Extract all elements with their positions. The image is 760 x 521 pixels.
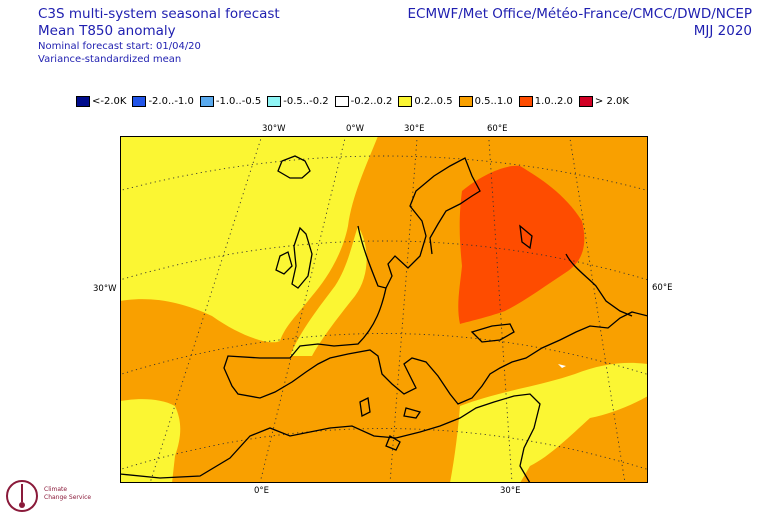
legend-swatch bbox=[578, 96, 593, 107]
bottom-axis-label: 30°E bbox=[500, 486, 521, 496]
method-note: Variance-standardized mean bbox=[38, 54, 182, 65]
legend-item: <-2.0K bbox=[76, 96, 126, 107]
climate-logo-icon bbox=[6, 480, 38, 512]
season: MJJ 2020 bbox=[693, 23, 752, 39]
legend-item: -0.2..0.2 bbox=[334, 96, 393, 107]
graticule bbox=[120, 136, 648, 483]
anomaly-band-neutral bbox=[558, 364, 566, 368]
legend-item: -0.5..-0.2 bbox=[267, 96, 329, 107]
left-axis-label: 30°W bbox=[93, 284, 117, 294]
anomaly-band-0.2-0.5-strip bbox=[290, 226, 367, 356]
top-axis-label: 30°E bbox=[404, 124, 425, 134]
providers: ECMWF/Met Office/Météo-France/CMCC/DWD/N… bbox=[407, 6, 753, 22]
anomaly-band-0.2-0.5-northeast bbox=[418, 136, 648, 196]
anomaly-map bbox=[120, 136, 648, 483]
logo-text-line1: Climate bbox=[44, 486, 68, 493]
legend-item: > 2.0K bbox=[578, 96, 629, 107]
variable-title: Mean T850 anomaly bbox=[38, 23, 176, 39]
legend-swatch bbox=[518, 96, 533, 107]
legend-label: 0.2..0.5 bbox=[414, 96, 453, 107]
legend-item: 1.0..2.0 bbox=[518, 96, 573, 107]
legend-item: -1.0..-0.5 bbox=[199, 96, 262, 107]
legend-swatch bbox=[334, 96, 349, 107]
map-frame bbox=[120, 136, 648, 483]
legend-label: <-2.0K bbox=[92, 96, 127, 107]
top-axis-label: 30°W bbox=[262, 124, 286, 134]
logo-text-line2: Change Service bbox=[44, 494, 92, 501]
bottom-axis-label: 0°E bbox=[254, 486, 270, 496]
colour-legend: <-2.0K -2.0..-1.0 -1.0..-0.5 -0.5..-0.2 … bbox=[76, 96, 635, 107]
legend-swatch bbox=[132, 96, 147, 107]
anomaly-band-0.2-0.5-southeast bbox=[450, 362, 648, 483]
forecast-start: Nominal forecast start: 01/04/20 bbox=[38, 41, 201, 52]
coastlines bbox=[120, 155, 648, 483]
legend-item: -2.0..-1.0 bbox=[132, 96, 194, 107]
copernicus-logo: Climate Change Service bbox=[4, 478, 91, 518]
legend-label: -2.0..-1.0 bbox=[148, 96, 194, 107]
right-axis-label: 60°E bbox=[652, 283, 673, 293]
legend-label: -0.5..-0.2 bbox=[283, 96, 329, 107]
map-title: C3S multi-system seasonal forecast bbox=[38, 6, 280, 22]
title-block: C3S multi-system seasonal forecast Mean … bbox=[38, 6, 280, 66]
legend-swatch bbox=[267, 96, 282, 107]
legend-item: 0.5..1.0 bbox=[458, 96, 513, 107]
legend-swatch bbox=[76, 96, 90, 107]
top-axis-label: 60°E bbox=[487, 124, 508, 134]
legend-label: 1.0..2.0 bbox=[534, 96, 573, 107]
legend-swatch bbox=[458, 96, 473, 107]
anomaly-band-0.2-0.5-southwest bbox=[120, 399, 181, 483]
legend-item: 0.2..0.5 bbox=[398, 96, 453, 107]
legend-label: > 2.0K bbox=[594, 96, 629, 107]
anomaly-band-1.0-2.0 bbox=[458, 165, 585, 324]
legend-label: 0.5..1.0 bbox=[474, 96, 513, 107]
provider-block: ECMWF/Met Office/Météo-France/CMCC/DWD/N… bbox=[408, 6, 753, 40]
legend-swatch bbox=[199, 96, 214, 107]
anomaly-band-0.2-0.5-west bbox=[120, 136, 378, 343]
legend-label: -1.0..-0.5 bbox=[215, 96, 262, 107]
legend-swatch bbox=[398, 96, 413, 107]
top-axis-label: 0°W bbox=[346, 124, 365, 134]
legend-label: -0.2..0.2 bbox=[350, 96, 393, 107]
